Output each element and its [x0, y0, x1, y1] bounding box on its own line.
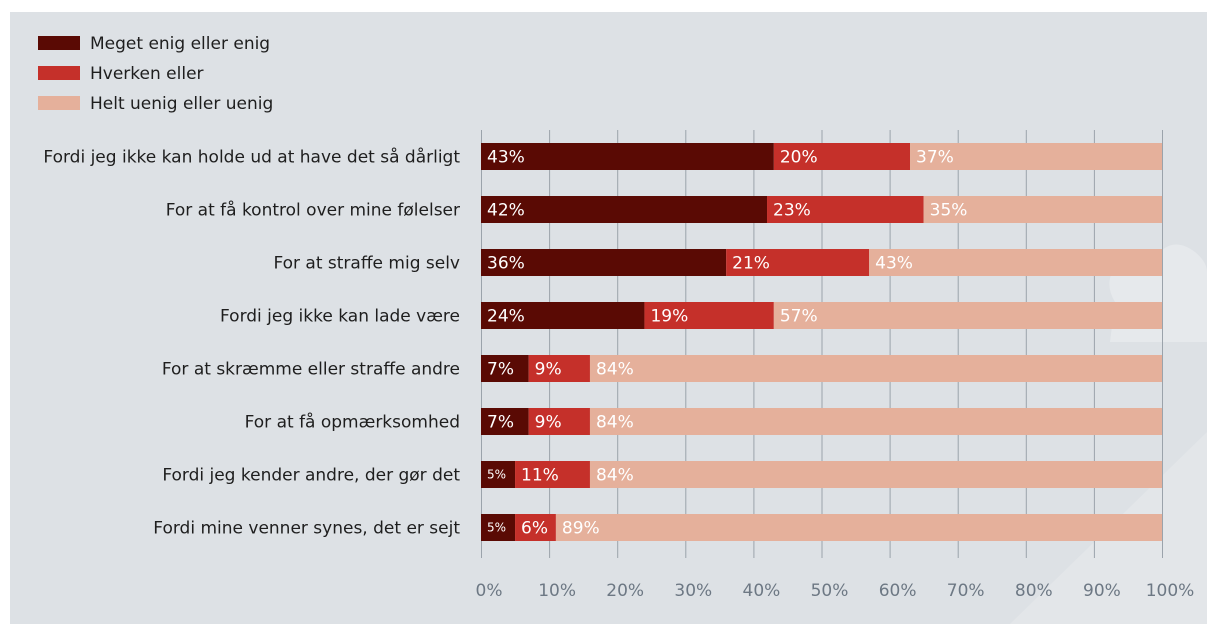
data-label: 9%	[535, 360, 562, 380]
legend: Meget enig eller enig Hverken eller Helt u…	[38, 34, 273, 114]
legend-swatch	[38, 66, 80, 80]
data-label: 84%	[596, 360, 634, 380]
bar-segment	[515, 461, 590, 488]
x-tick-label: 10%	[538, 581, 576, 601]
x-tick-label: 70%	[947, 581, 985, 601]
legend-swatch	[38, 96, 80, 110]
bar-segment	[589, 355, 1162, 382]
grid	[481, 130, 1163, 558]
bar-segment	[726, 249, 870, 276]
bar-segment	[589, 408, 1162, 435]
bar-segment	[481, 461, 516, 488]
bars: 43% 20% 37% 42% 23% 35% 36% 21% 43% 24% 19% 57% 7% 9%…	[481, 143, 1162, 541]
bar-segment	[481, 514, 516, 541]
category-labels: Fordi jeg ikke kan holde ud at have det …	[43, 147, 460, 539]
bar-segment	[869, 249, 1162, 276]
data-label: 35%	[930, 201, 968, 221]
bar-segment	[923, 196, 1162, 223]
x-tick-label: 100%	[1146, 581, 1195, 601]
bar-segment	[528, 355, 590, 382]
category-label: Fordi mine venner synes, det er sejt	[153, 519, 460, 539]
bar-segment	[773, 302, 1162, 329]
data-label: 84%	[596, 466, 634, 486]
data-label: 37%	[916, 148, 954, 168]
bar-segment	[644, 302, 774, 329]
bar-segment	[481, 408, 529, 435]
data-label: 23%	[773, 201, 811, 221]
category-label: For at få kontrol over mine følelser	[166, 200, 460, 221]
bar-segment	[555, 514, 1162, 541]
data-label: 11%	[521, 466, 559, 486]
bar-segment	[767, 196, 924, 223]
bar-segment	[910, 143, 1162, 170]
data-label: 89%	[562, 519, 600, 539]
bar-segment	[481, 302, 645, 329]
data-label: 5%	[487, 521, 506, 535]
legend-swatch	[38, 36, 80, 50]
legend-label: Meget enig eller enig	[90, 34, 270, 54]
category-label: Fordi jeg ikke kan lade være	[220, 307, 460, 327]
data-label: 21%	[732, 254, 770, 274]
bar-segment	[528, 408, 590, 435]
x-tick-label: 30%	[674, 581, 712, 601]
bar-segment	[515, 514, 556, 541]
x-tick-label: 80%	[1015, 581, 1053, 601]
data-label: 84%	[596, 413, 634, 433]
x-tick-label: 60%	[879, 581, 917, 601]
data-label: 43%	[875, 254, 913, 274]
category-label: Fordi jeg kender andre, der gør det	[162, 466, 460, 486]
legend-label: Helt uenig eller uenig	[90, 94, 273, 114]
data-label: 9%	[535, 413, 562, 433]
x-tick-label: 40%	[743, 581, 781, 601]
data-label: 7%	[487, 360, 514, 380]
category-label: Fordi jeg ikke kan holde ud at have det …	[43, 147, 460, 168]
data-label: 24%	[487, 307, 525, 327]
x-tick-label: 0%	[476, 581, 503, 601]
category-label: For at straffe mig selv	[273, 254, 460, 274]
data-label: 57%	[780, 307, 818, 327]
x-tick-label: 90%	[1083, 581, 1121, 601]
chart-panel: Meget enig eller enig Hverken eller Helt u…	[10, 12, 1207, 624]
data-label: 42%	[487, 201, 525, 221]
bar-segment	[773, 143, 911, 170]
data-label: 43%	[487, 148, 525, 168]
bar-segment	[481, 249, 727, 276]
bar-segment	[481, 196, 768, 223]
x-tick-label: 20%	[606, 581, 644, 601]
data-label: 20%	[780, 148, 818, 168]
data-label: 6%	[521, 519, 548, 539]
category-label: For at skræmme eller straffe andre	[162, 360, 460, 380]
data-label: 36%	[487, 254, 525, 274]
bar-segment	[481, 143, 774, 170]
bar-segment	[481, 355, 529, 382]
data-label: 5%	[487, 468, 506, 482]
x-tick-label: 50%	[811, 581, 849, 601]
bar-segment	[589, 461, 1162, 488]
legend-label: Hverken eller	[90, 64, 204, 84]
x-axis-tick-labels: 0% 10% 20% 30% 40% 50% 60% 70% 80% 90% 100%	[476, 581, 1195, 601]
stacked-bar-chart: Meget enig eller enig Hverken eller Helt u…	[38, 34, 1207, 624]
data-label: 19%	[650, 307, 688, 327]
data-label: 7%	[487, 413, 514, 433]
category-label: For at få opmærksomhed	[245, 412, 460, 433]
